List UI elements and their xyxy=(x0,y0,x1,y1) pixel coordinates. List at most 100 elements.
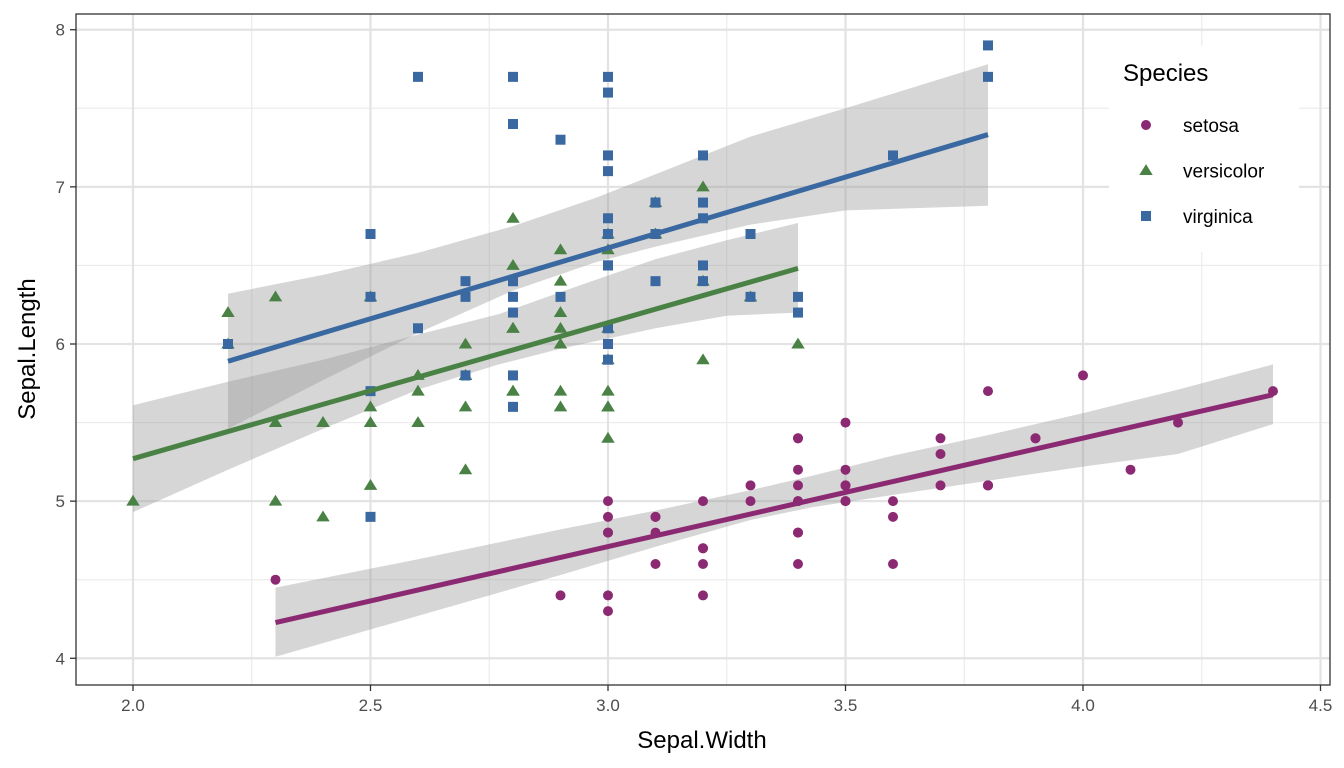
point-versicolor xyxy=(553,274,568,286)
point-virginica xyxy=(508,370,518,381)
point-versicolor xyxy=(601,400,615,412)
point-virginica xyxy=(650,197,661,208)
point-setosa xyxy=(745,496,756,507)
point-virginica xyxy=(508,291,518,302)
point-virginica xyxy=(698,260,708,271)
point-versicolor xyxy=(601,431,615,443)
point-setosa xyxy=(840,417,851,428)
point-setosa xyxy=(1078,370,1088,381)
point-setosa xyxy=(935,433,946,444)
point-virginica xyxy=(365,511,376,522)
point-versicolor xyxy=(601,384,615,396)
point-versicolor xyxy=(268,416,283,428)
point-virginica xyxy=(223,339,233,349)
legend-items: setosa versicolor virginica xyxy=(1139,116,1265,228)
confidence-band-versicolor xyxy=(133,223,798,513)
point-virginica xyxy=(508,307,518,318)
y-tick-label: 4 xyxy=(56,649,65,668)
legend-key-versicolor xyxy=(1139,164,1153,175)
point-virginica xyxy=(413,323,423,334)
point-setosa xyxy=(603,590,613,601)
point-virginica xyxy=(745,291,756,302)
point-virginica xyxy=(603,339,613,349)
point-versicolor xyxy=(458,463,473,475)
point-versicolor xyxy=(268,494,283,506)
point-setosa xyxy=(793,559,803,569)
point-virginica xyxy=(555,291,566,302)
point-versicolor xyxy=(696,180,710,192)
point-versicolor xyxy=(458,400,473,412)
point-setosa xyxy=(1030,433,1041,444)
point-versicolor xyxy=(363,416,378,428)
point-virginica xyxy=(888,150,898,161)
point-versicolor xyxy=(506,259,520,270)
point-versicolor xyxy=(553,306,568,318)
x-tick-label: 4.5 xyxy=(1309,696,1333,715)
y-axis-title: Sepal.Length xyxy=(14,278,41,419)
panel-border xyxy=(75,13,1331,686)
point-virginica xyxy=(793,291,803,302)
point-setosa xyxy=(793,480,803,491)
x-axis-title: Sepal.Width xyxy=(637,727,766,754)
point-virginica xyxy=(508,401,518,412)
point-virginica xyxy=(508,71,518,82)
regression-line-versicolor xyxy=(132,265,799,462)
point-virginica xyxy=(365,291,376,302)
point-virginica xyxy=(983,71,993,82)
legend: Species setosa versicolor virginica xyxy=(1109,46,1299,252)
legend-label-versicolor: versicolor xyxy=(1183,162,1265,183)
x-tick-label: 3.0 xyxy=(596,696,620,715)
y-tick-label: 7 xyxy=(56,178,65,197)
point-setosa xyxy=(840,480,851,491)
point-setosa xyxy=(555,590,566,601)
point-versicolor xyxy=(506,321,520,333)
y-tick-label: 8 xyxy=(56,21,65,40)
legend-label-setosa: setosa xyxy=(1183,116,1239,137)
point-virginica xyxy=(365,229,376,239)
point-setosa xyxy=(888,496,898,507)
point-setosa xyxy=(650,559,661,569)
point-virginica xyxy=(603,260,613,271)
point-setosa xyxy=(793,433,803,444)
point-versicolor xyxy=(553,321,568,333)
point-versicolor xyxy=(316,416,330,428)
point-versicolor xyxy=(791,337,805,349)
legend-key-setosa xyxy=(1141,120,1151,130)
point-virginica xyxy=(698,150,708,161)
point-versicolor xyxy=(458,337,473,349)
point-versicolor xyxy=(553,337,568,349)
point-setosa xyxy=(793,527,803,538)
point-setosa xyxy=(983,386,993,397)
point-setosa xyxy=(270,574,281,585)
legend-background xyxy=(1109,46,1299,252)
point-virginica xyxy=(603,323,613,334)
point-virginica xyxy=(413,71,423,82)
point-setosa xyxy=(603,527,613,538)
point-setosa xyxy=(888,511,898,522)
point-virginica xyxy=(745,229,756,239)
point-setosa xyxy=(698,543,708,554)
point-virginica xyxy=(603,166,613,177)
point-virginica xyxy=(603,87,613,98)
point-setosa xyxy=(793,464,803,475)
x-tick-label: 4.0 xyxy=(1071,696,1095,715)
legend-key-virginica xyxy=(1141,211,1151,221)
regression-line-setosa xyxy=(274,392,1274,626)
point-virginica xyxy=(460,276,471,287)
point-versicolor xyxy=(506,211,520,223)
point-versicolor xyxy=(696,353,710,365)
x-tick-label: 2.0 xyxy=(121,696,145,715)
point-versicolor xyxy=(411,416,425,428)
point-setosa xyxy=(698,559,708,569)
axes: 2.0 2.5 3.0 3.5 4.0 4.5 4 5 6 7 8 xyxy=(56,21,1333,715)
point-setosa xyxy=(888,559,898,569)
y-tick-label: 5 xyxy=(56,492,65,511)
point-virginica xyxy=(698,276,708,287)
x-tick-label: 3.5 xyxy=(834,696,858,715)
point-virginica xyxy=(508,119,518,129)
point-setosa xyxy=(1125,464,1136,475)
point-versicolor xyxy=(221,306,235,318)
point-virginica xyxy=(793,307,803,318)
